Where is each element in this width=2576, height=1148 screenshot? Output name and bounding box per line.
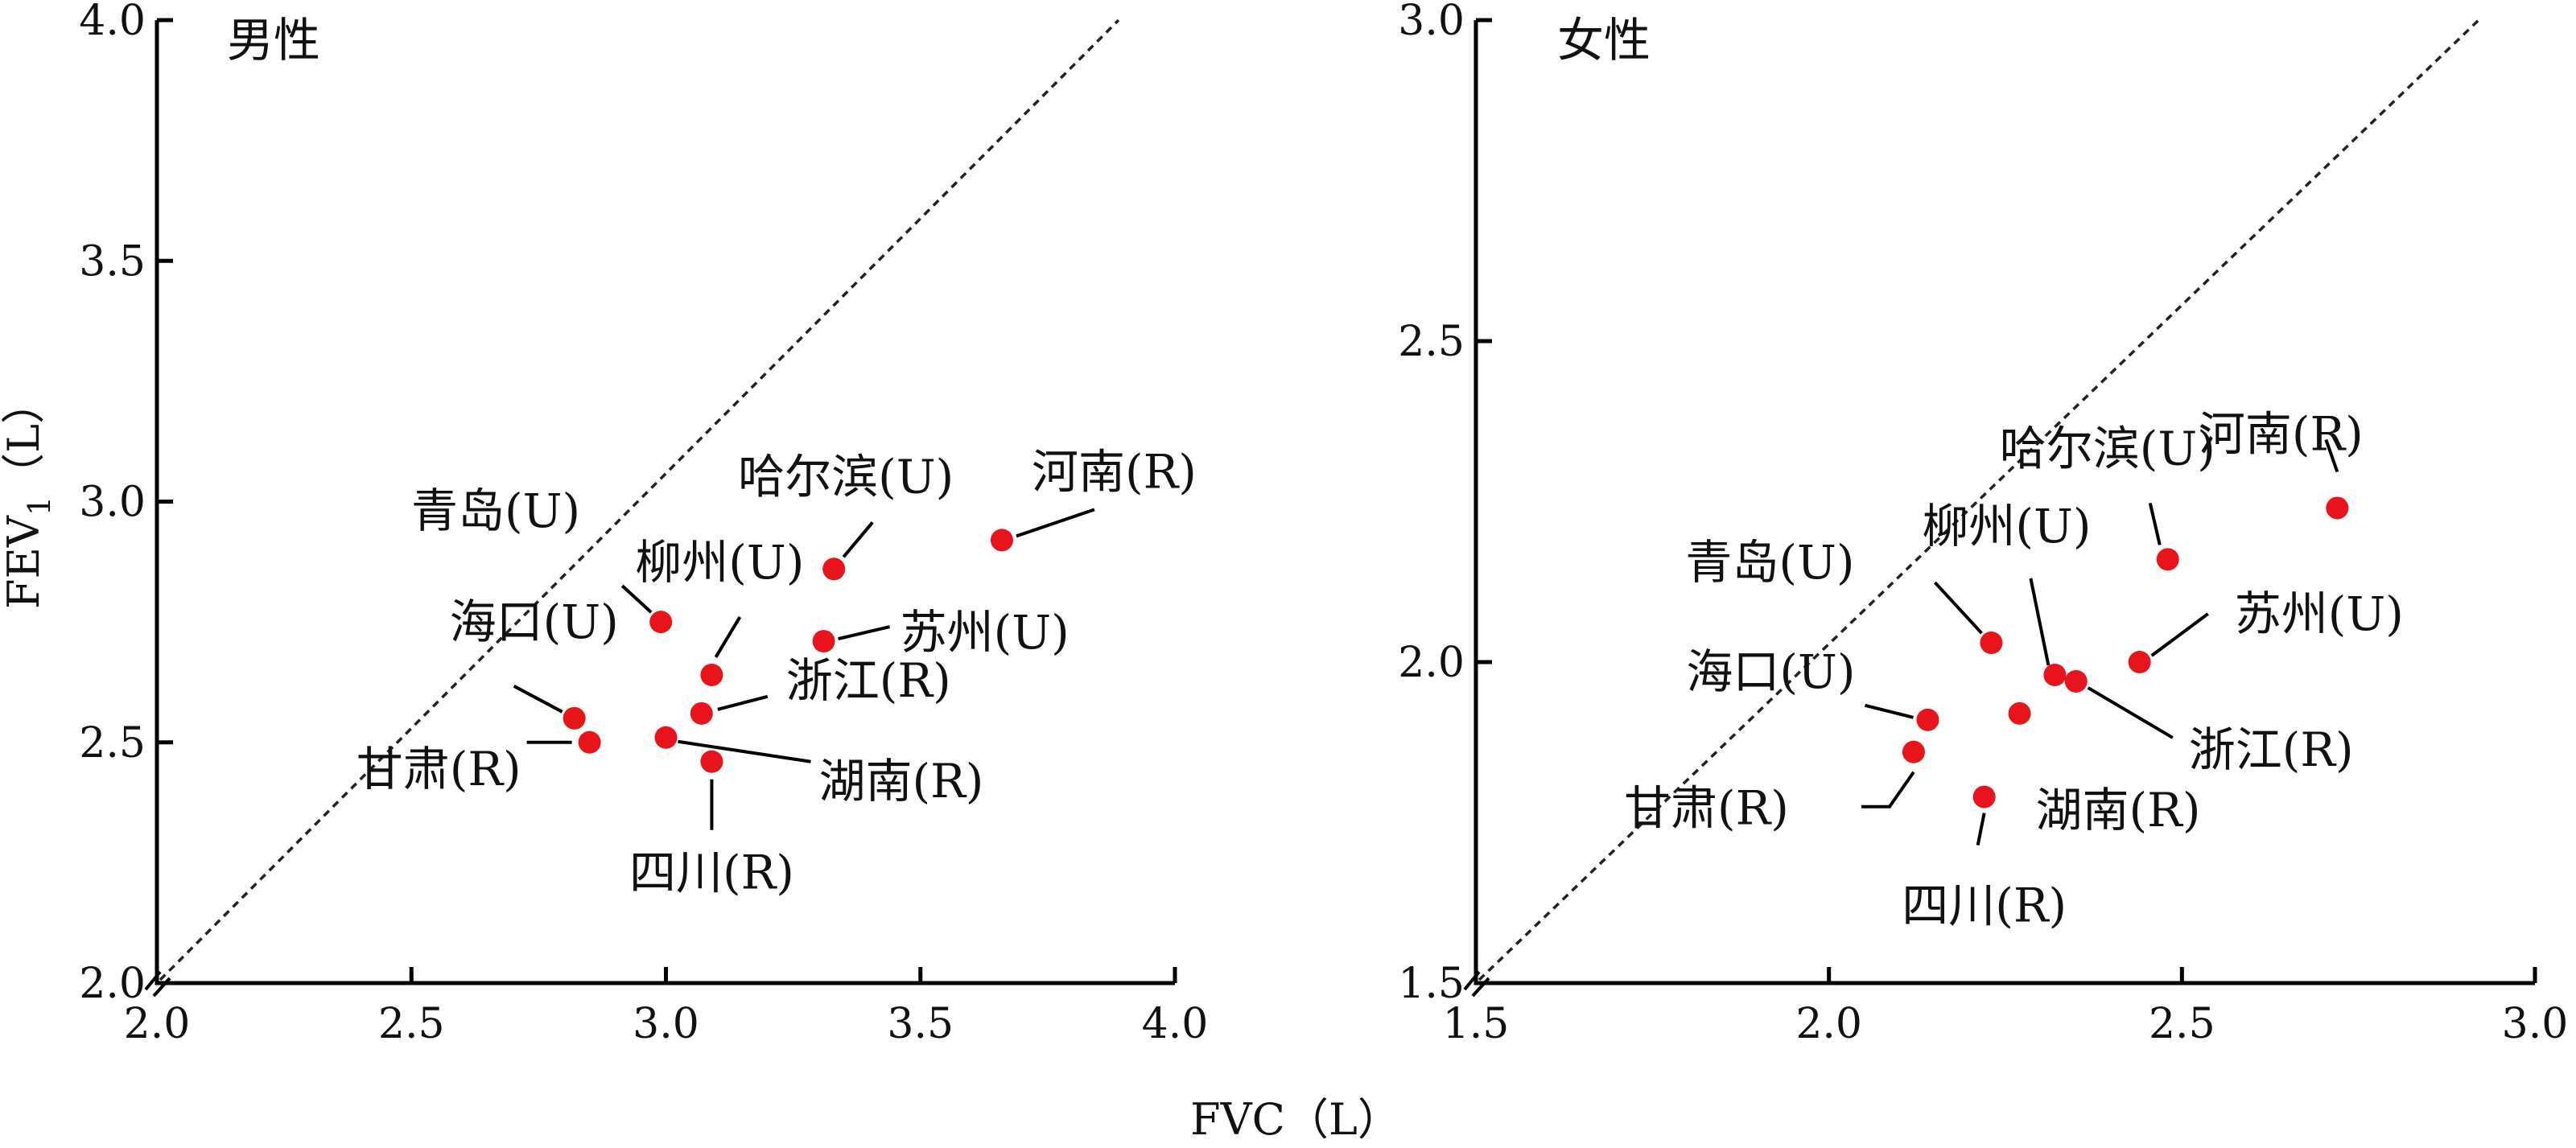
panel-title: 女性 xyxy=(1557,13,1651,68)
y-tick-label: 3.0 xyxy=(79,479,146,527)
data-point xyxy=(578,730,601,754)
point-leader-line xyxy=(2324,438,2339,473)
point-label: 浙江(R) xyxy=(786,653,951,708)
data-point xyxy=(1916,708,1939,731)
point-leader-line xyxy=(1933,581,1983,635)
point-leader-line xyxy=(838,625,891,641)
y-tick-label: 2.0 xyxy=(79,960,146,1008)
point-leader-line xyxy=(1016,508,1095,538)
y-tick-label: 4.0 xyxy=(79,0,146,45)
data-point xyxy=(2326,496,2349,520)
point-label: 柳州(U) xyxy=(635,535,804,590)
point-leader-line xyxy=(2029,578,2050,666)
point-leader-line xyxy=(678,739,811,763)
y-tick-label: 3.5 xyxy=(79,237,146,286)
point-leader-line xyxy=(2150,612,2209,657)
x-tick-label: 2.0 xyxy=(124,1000,191,1048)
point-label: 河南(R) xyxy=(1032,444,1197,499)
data-point xyxy=(2043,663,2067,686)
data-point xyxy=(2008,702,2031,725)
point-leader-line xyxy=(1976,813,1986,846)
point-leader-line xyxy=(2148,502,2162,545)
x-tick-label: 3.5 xyxy=(887,1000,954,1048)
y-axis-label-subscript: 1 xyxy=(22,496,57,516)
y-tick-label: 2.0 xyxy=(1398,639,1465,687)
x-tick-label: 1.5 xyxy=(1443,1000,1510,1048)
point-label: 湖南(R) xyxy=(2036,783,2201,837)
data-point xyxy=(1902,740,1925,763)
data-point xyxy=(2128,651,2151,673)
axis-frame xyxy=(155,20,1175,985)
data-point xyxy=(990,529,1013,552)
point-label: 湖南(R) xyxy=(819,754,984,809)
x-tick-label: 3.0 xyxy=(633,1000,699,1048)
x-tick-label: 2.5 xyxy=(2149,1000,2215,1048)
point-label: 青岛(U) xyxy=(411,483,580,538)
point-label: 哈尔滨(U) xyxy=(2000,421,2215,475)
point-label: 海口(U) xyxy=(450,595,619,649)
point-leader-line xyxy=(1861,771,1915,809)
data-point xyxy=(812,630,835,653)
x-tick-label: 2.5 xyxy=(378,1000,445,1048)
y-axis-label-main: FEV xyxy=(0,515,49,609)
point-leader-line xyxy=(714,615,742,658)
data-point xyxy=(700,663,723,686)
y-axis-label: FEV1（L） xyxy=(0,381,57,609)
point-leader-line xyxy=(717,694,769,711)
data-point xyxy=(654,726,678,749)
x-tick-label: 2.0 xyxy=(1795,1000,1862,1048)
x-tick-label: 4.0 xyxy=(1142,1000,1209,1048)
data-point xyxy=(700,750,723,773)
y-tick-label: 2.5 xyxy=(1398,318,1465,366)
data-point xyxy=(2156,548,2179,571)
point-label: 四川(R) xyxy=(1902,878,2067,933)
data-point xyxy=(563,706,586,730)
point-label: 柳州(U) xyxy=(1922,499,2091,553)
y-tick-label: 2.5 xyxy=(79,719,146,767)
point-leader-line xyxy=(842,521,874,558)
y-axis-label-unit: （L） xyxy=(0,381,49,496)
point-leader-line xyxy=(620,584,653,614)
point-label: 海口(U) xyxy=(1686,644,1855,699)
data-point xyxy=(1972,785,1996,809)
point-label: 甘肃(R) xyxy=(357,742,521,796)
y-tick-label: 1.5 xyxy=(1398,960,1465,1008)
data-point xyxy=(2064,669,2088,693)
x-axis-label: FVC（L） xyxy=(1190,1094,1401,1144)
data-point xyxy=(822,558,846,581)
point-label: 青岛(U) xyxy=(1685,535,1854,590)
data-point xyxy=(1980,632,2003,655)
point-label: 苏州(U) xyxy=(2235,586,2404,641)
point-label: 哈尔滨(U) xyxy=(738,449,954,504)
x-tick-label: 3.0 xyxy=(2502,1000,2569,1048)
point-label: 甘肃(R) xyxy=(1624,781,1789,836)
identity-reference-line xyxy=(159,19,1120,981)
data-point xyxy=(649,611,673,634)
point-leader-line xyxy=(513,685,563,714)
point-label: 河南(R) xyxy=(2199,406,2364,461)
data-point xyxy=(690,702,713,725)
panel-title: 男性 xyxy=(227,13,320,68)
point-leader-line xyxy=(1865,703,1914,719)
point-label: 四川(R) xyxy=(629,846,794,900)
y-tick-label: 3.0 xyxy=(1398,0,1465,45)
point-label: 苏州(U) xyxy=(901,605,1070,660)
point-label: 浙江(R) xyxy=(2189,722,2354,777)
point-leader-line xyxy=(2087,686,2174,739)
